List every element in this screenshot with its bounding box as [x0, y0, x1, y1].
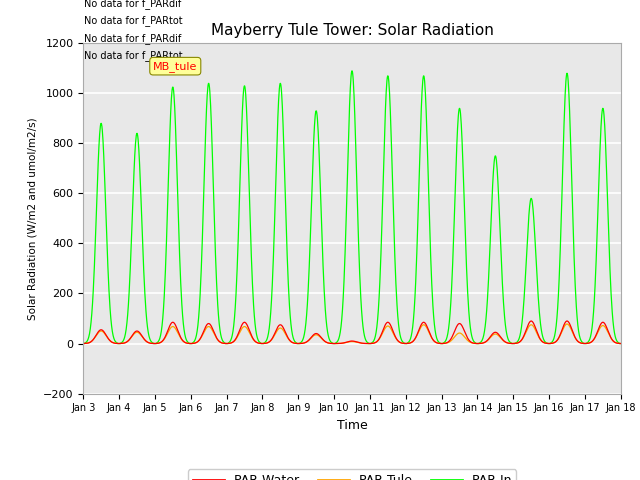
PAR Water [199, 331, 207, 336]
Legend: PAR Water, PAR Tule, PAR In: PAR Water, PAR Tule, PAR In [188, 469, 516, 480]
PAR In [436, 340, 444, 346]
PAR Tule [563, 321, 571, 327]
PAR Tule [617, 341, 625, 347]
PAR Water [553, 338, 561, 344]
PAR Water [506, 340, 513, 346]
Text: No data for f_PARdif: No data for f_PARdif [84, 0, 181, 9]
PAR Tule [506, 340, 513, 346]
PAR Water [617, 341, 625, 347]
PAR In [348, 68, 356, 74]
Text: No data for f_PARdif: No data for f_PARdif [84, 33, 181, 44]
PAR Water [79, 341, 87, 347]
PAR Tule [199, 332, 207, 337]
PAR Tule [186, 341, 193, 347]
Y-axis label: Solar Radiation (W/m2 and umol/m2/s): Solar Radiation (W/m2 and umol/m2/s) [28, 117, 37, 320]
PAR In [506, 339, 514, 345]
PAR In [617, 341, 625, 347]
PAR In [186, 341, 193, 347]
Line: PAR Water: PAR Water [83, 321, 621, 344]
Line: PAR In: PAR In [83, 71, 621, 344]
PAR In [79, 341, 87, 347]
PAR Water [563, 318, 571, 324]
PAR Water [259, 341, 267, 347]
PAR Tule [259, 341, 267, 347]
Text: No data for f_PARtot: No data for f_PARtot [84, 50, 182, 61]
PAR In [259, 341, 267, 347]
Text: MB_tule: MB_tule [153, 61, 198, 72]
PAR Tule [435, 340, 443, 346]
Title: Mayberry Tule Tower: Solar Radiation: Mayberry Tule Tower: Solar Radiation [211, 23, 493, 38]
PAR Tule [553, 338, 561, 344]
PAR Water [186, 341, 193, 347]
PAR Water [435, 340, 443, 346]
Line: PAR Tule: PAR Tule [83, 324, 621, 344]
PAR Tule [79, 341, 87, 347]
Text: No data for f_PARtot: No data for f_PARtot [84, 15, 182, 26]
PAR In [199, 224, 207, 229]
PAR In [554, 311, 561, 316]
X-axis label: Time: Time [337, 419, 367, 432]
